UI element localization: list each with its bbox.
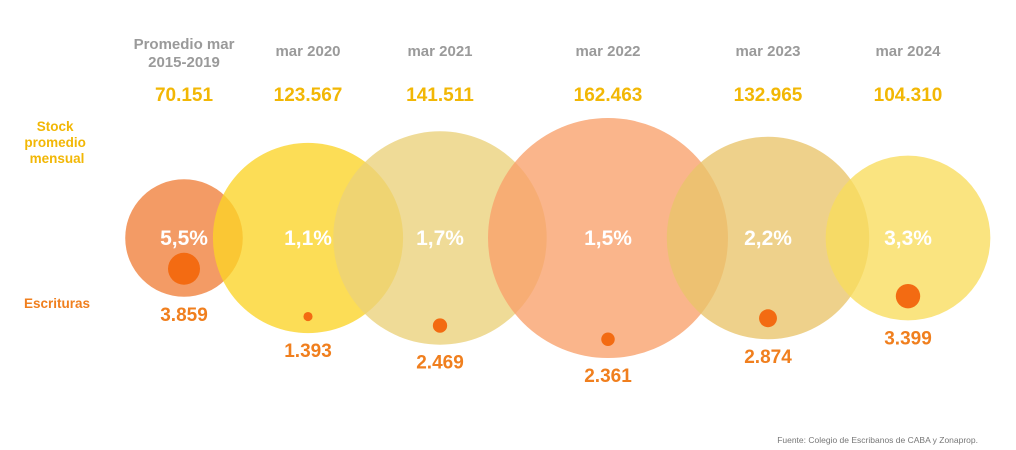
ratio-label-5: 3,3% (884, 227, 932, 250)
escrituras-value-0: 3.859 (160, 305, 208, 326)
period-label-4-line-0: mar 2023 (735, 43, 800, 60)
escrituras-value-1: 1.393 (284, 341, 332, 362)
period-label-2: mar 2021 (407, 43, 472, 60)
bubble-2 (333, 131, 547, 345)
stock-value-3: 162.463 (574, 85, 643, 106)
row-label-stock-line-2: promedio (24, 135, 86, 150)
stock-value-4: 132.965 (734, 85, 803, 106)
period-label-0-line-0: Promedio mar (134, 36, 235, 53)
bubble-4 (666, 136, 870, 340)
row-label-stock-line-1: Stock (37, 119, 74, 134)
period-label-0: Promedio mar 2015-2019 (134, 36, 235, 71)
period-label-2-line-0: mar 2021 (407, 43, 472, 60)
period-label-4: mar 2023 (735, 43, 800, 60)
ratio-label-4: 2,2% (744, 227, 792, 250)
bubbles-layer (125, 118, 991, 358)
row-label-stock-line-3: mensual (30, 151, 85, 166)
escrituras-value-2: 2.469 (416, 353, 464, 374)
escrituras-dot-4 (759, 309, 777, 328)
ratio-label-2: 1,7% (416, 227, 464, 250)
stock-value-0: 70.151 (155, 85, 214, 106)
ratio-label-3: 1,5% (584, 227, 632, 250)
stock-value-2: 141.511 (406, 85, 474, 106)
escrituras-value-3: 2.361 (584, 366, 632, 387)
period-label-5: mar 2024 (875, 43, 941, 60)
period-label-1: mar 2020 (275, 43, 340, 60)
escrituras-value-4: 2.874 (744, 347, 792, 368)
period-label-3: mar 2022 (575, 43, 640, 60)
escrituras-dot-1 (303, 311, 313, 322)
escrituras-dot-0 (168, 252, 200, 285)
bubble-5 (825, 155, 991, 321)
source-note: Fuente: Colegio de Escribanos de CABA y … (777, 435, 978, 445)
period-label-0-line-1: 2015-2019 (148, 54, 220, 71)
stock-value-1: 123.567 (274, 85, 343, 106)
stock-value-5: 104.310 (874, 85, 943, 106)
ratio-label-1: 1,1% (284, 227, 332, 250)
escrituras-dot-3 (601, 332, 615, 347)
labels-layer: 5,5% Promedio mar 2015-2019 70.151 3.859 1,1%… (134, 36, 943, 387)
row-label-escrituras: Escrituras (24, 296, 90, 311)
escrituras-value-5: 3.399 (884, 328, 932, 349)
ratio-label-0: 5,5% (160, 227, 208, 250)
escrituras-dots-layer (168, 252, 921, 347)
period-label-1-line-0: mar 2020 (275, 43, 340, 60)
bubble-0 (125, 179, 243, 297)
period-label-3-line-0: mar 2022 (575, 43, 640, 60)
bubble-3 (488, 118, 728, 358)
row-label-stock: Stock promedio mensual (24, 119, 89, 166)
period-label-5-line-0: mar 2024 (875, 43, 941, 60)
escrituras-dot-5 (895, 283, 921, 309)
escrituras-dot-2 (432, 318, 448, 333)
